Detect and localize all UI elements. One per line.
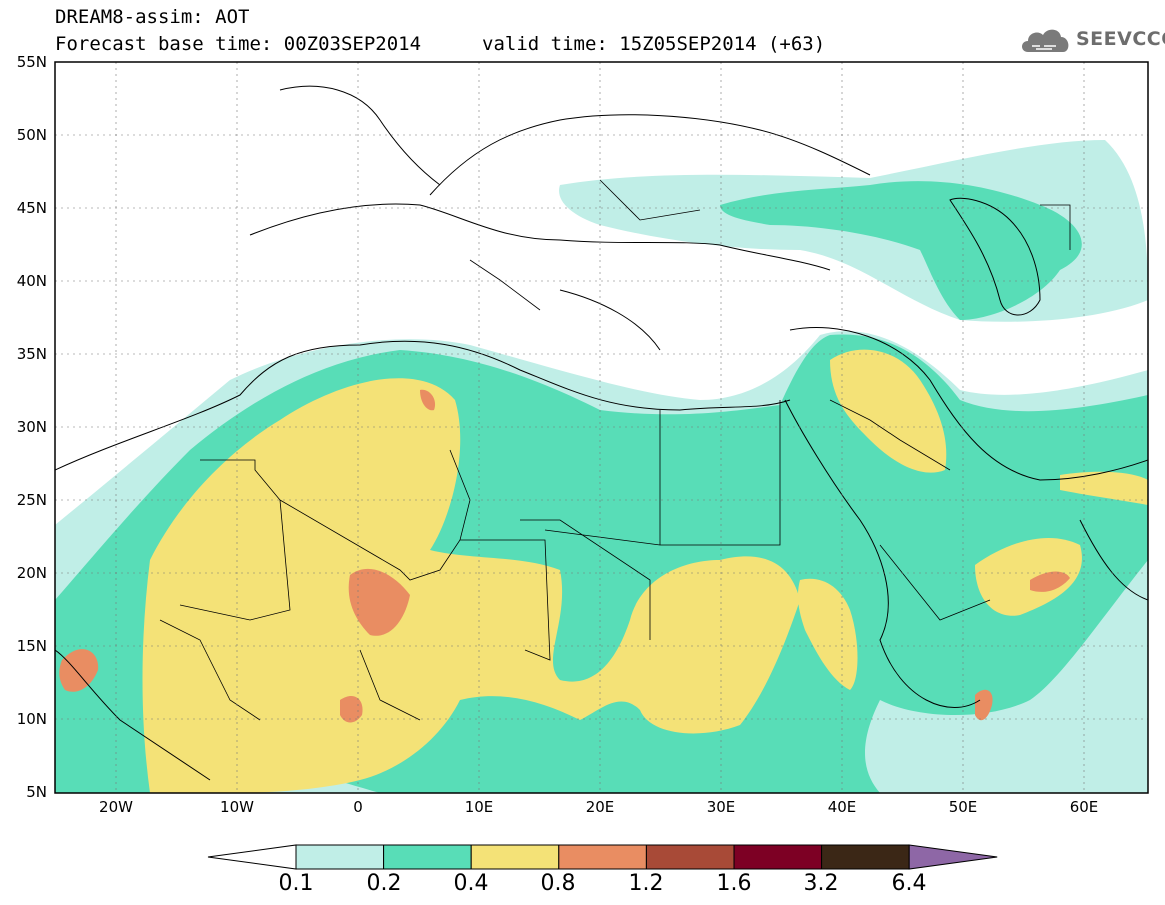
lat-label: 10N [17, 710, 47, 728]
lon-axis: 20W 10W 0 10E 20E 30E 40E 50E 60E [99, 798, 1098, 816]
aot-field-0.8 [420, 389, 436, 411]
lon-label: 60E [1070, 798, 1099, 816]
legend-label: 0.4 [454, 871, 489, 896]
aot-field-0.4 [830, 349, 947, 473]
legend-label: 0.1 [279, 871, 314, 896]
valid-time: valid time: 15Z05SEP2014 (+63) [482, 33, 826, 55]
lon-label: 40E [828, 798, 857, 816]
legend-labels: 0.1 0.2 0.4 0.8 1.2 1.6 3.2 6.4 [279, 871, 927, 896]
cloud-icon [1022, 29, 1069, 52]
aot-fields [55, 140, 1148, 793]
lat-label: 35N [17, 345, 47, 363]
aot-field-0.8 [975, 689, 993, 721]
lat-label: 40N [17, 272, 47, 290]
forecast-base-time: Forecast base time: 00Z03SEP2014 [55, 33, 422, 55]
lat-label: 50N [17, 126, 47, 144]
legend-label: 1.6 [717, 871, 752, 896]
grid [55, 62, 1148, 793]
lat-label: 15N [17, 637, 47, 655]
lon-label: 20W [99, 798, 133, 816]
lon-label: 30E [707, 798, 736, 816]
lon-label: 50E [949, 798, 978, 816]
aot-field-0.8 [59, 649, 99, 692]
aot-field-0.4 [1060, 471, 1148, 505]
aot-field-0.8 [1030, 571, 1070, 592]
logo-text: SEEVCCC [1076, 28, 1165, 50]
lat-label: 55N [17, 53, 47, 71]
aot-field-0.4 [975, 537, 1082, 616]
legend-swatch [821, 844, 910, 870]
lat-label: 30N [17, 418, 47, 436]
color-legend: 0.1 0.2 0.4 0.8 1.2 1.6 3.2 6.4 [207, 844, 998, 896]
legend-label: 1.2 [629, 871, 664, 896]
legend-label: 0.8 [541, 871, 576, 896]
map-frame [54, 61, 1149, 794]
lat-label: 45N [17, 199, 47, 217]
country-borders [159, 179, 1071, 721]
lon-label: 0 [353, 798, 363, 816]
lon-label: 20E [586, 798, 615, 816]
legend-arrow-low [207, 844, 297, 870]
legend-boxes [207, 844, 998, 870]
map-title: DREAM8-assim: AOT [55, 6, 250, 28]
lat-label: 25N [17, 491, 47, 509]
lat-label: 20N [17, 564, 47, 582]
aot-map: 55N 50N 45N 40N 35N 30N 25N 20N 15N 10N … [17, 53, 1149, 816]
aot-field-0.2 [720, 181, 1082, 320]
legend-arrow-high [908, 844, 998, 870]
legend-swatch [295, 844, 385, 870]
lon-label: 10E [465, 798, 494, 816]
seevccc-logo: SEEVCCC [1018, 22, 1165, 58]
aot-field-0.4 [142, 378, 800, 793]
lat-axis: 55N 50N 45N 40N 35N 30N 25N 20N 15N 10N … [17, 53, 47, 801]
aot-field-0.4 [797, 578, 858, 690]
legend-label: 6.4 [892, 871, 927, 896]
aot-field-0.8 [340, 695, 363, 723]
coastlines [55, 85, 1148, 781]
legend-swatch [733, 844, 823, 870]
legend-swatch [645, 844, 735, 870]
lat-label: 5N [26, 783, 47, 801]
lon-label: 10W [220, 798, 254, 816]
legend-label: 0.2 [367, 871, 402, 896]
legend-swatch [558, 844, 647, 870]
legend-label: 3.2 [804, 871, 839, 896]
legend-swatch [383, 844, 472, 870]
legend-swatch [470, 844, 560, 870]
aot-field-0.8 [348, 568, 410, 636]
